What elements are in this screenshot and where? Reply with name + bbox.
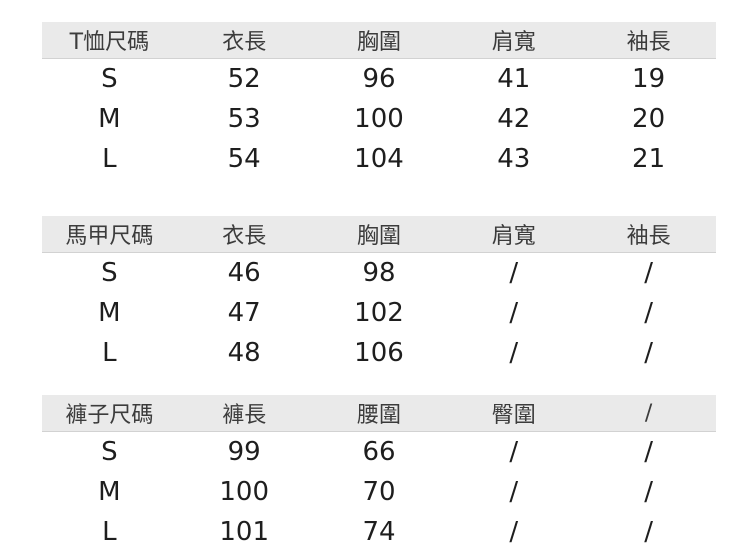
header-cell: 褲長 [176,395,312,432]
table-row: L 48 106 / / [42,333,716,373]
header-cell: 胸圍 [311,22,447,59]
header-cell: 肩寬 [446,22,582,59]
value-cell: / [644,477,653,507]
size-label-cell: M [98,104,121,134]
header-cell: 袖長 [581,22,716,59]
header-row: 褲子尺碼 褲長 腰圍 臀圍 / [42,395,716,432]
size-label-cell: S [101,437,118,467]
value-cell: / [509,517,519,547]
value-cell: 66 [362,437,396,467]
value-cell: 104 [354,144,404,174]
value-cell: 41 [497,64,531,94]
value-cell: / [509,298,519,328]
value-cell: / [509,258,519,288]
vest-size-table: 馬甲尺碼 衣長 胸圍 肩寬 袖長 S 46 98 / / M 47 102 / … [42,216,716,373]
header-cell: 衣長 [176,22,312,59]
value-cell: 96 [362,64,396,94]
value-cell: 106 [354,338,404,368]
header-cell: 臀圍 [446,395,582,432]
value-cell: / [509,437,519,467]
table-row: S 99 66 / / [42,432,716,473]
size-label-cell: L [102,338,117,368]
header-cell: 褲子尺碼 [42,395,177,432]
table-row: L 54 104 43 21 [42,139,716,179]
size-label-cell: L [102,517,117,547]
value-cell: 46 [227,258,261,288]
value-cell: / [644,298,653,328]
header-cell: T恤尺碼 [42,22,177,59]
value-cell: 48 [227,338,261,368]
header-cell: 胸圍 [311,216,447,253]
value-cell: 70 [362,477,396,507]
value-cell: 21 [632,144,666,174]
table-row: M 100 70 / / [42,472,716,512]
header-row: T恤尺碼 衣長 胸圍 肩寬 袖長 [42,22,716,59]
value-cell: 101 [219,517,270,547]
size-chart-sheet: T恤尺碼 衣長 胸圍 肩寬 袖長 S 52 96 41 19 M 53 100 … [42,0,716,552]
table-row: S 46 98 / / [42,253,716,294]
value-cell: 52 [227,64,261,94]
size-label-cell: S [101,258,118,288]
value-cell: / [644,258,653,288]
value-cell: 19 [632,64,666,94]
size-label-cell: S [101,64,118,94]
value-cell: 53 [227,104,261,134]
value-cell: / [509,338,519,368]
value-cell: 99 [227,437,261,467]
value-cell: / [644,338,653,368]
size-label-cell: M [98,477,121,507]
value-cell: 47 [227,298,261,328]
header-cell: 肩寬 [446,216,582,253]
size-label-cell: M [98,298,121,328]
value-cell: 102 [354,298,404,328]
header-cell: 衣長 [176,216,312,253]
header-cell: 腰圍 [311,395,447,432]
header-cell: / [581,395,716,432]
value-cell: / [644,517,653,547]
value-cell: 100 [219,477,270,507]
value-cell: 42 [497,104,531,134]
tshirt-size-table: T恤尺碼 衣長 胸圍 肩寬 袖長 S 52 96 41 19 M 53 100 … [42,22,716,179]
value-cell: 54 [227,144,261,174]
table-row: S 52 96 41 19 [42,59,716,100]
header-cell: 袖長 [581,216,716,253]
header-row: 馬甲尺碼 衣長 胸圍 肩寬 袖長 [42,216,716,253]
value-cell: 43 [497,144,531,174]
value-cell: / [509,477,519,507]
pants-size-table: 褲子尺碼 褲長 腰圍 臀圍 / S 99 66 / / M 100 70 / / [42,395,716,552]
value-cell: 74 [362,517,396,547]
value-cell: 100 [354,104,404,134]
table-row: M 47 102 / / [42,293,716,333]
header-cell: 馬甲尺碼 [42,216,177,253]
table-row: M 53 100 42 20 [42,99,716,139]
value-cell: 20 [632,104,666,134]
value-cell: 98 [362,258,396,288]
size-label-cell: L [102,144,117,174]
value-cell: / [644,437,653,467]
table-row: L 101 74 / / [42,512,716,552]
